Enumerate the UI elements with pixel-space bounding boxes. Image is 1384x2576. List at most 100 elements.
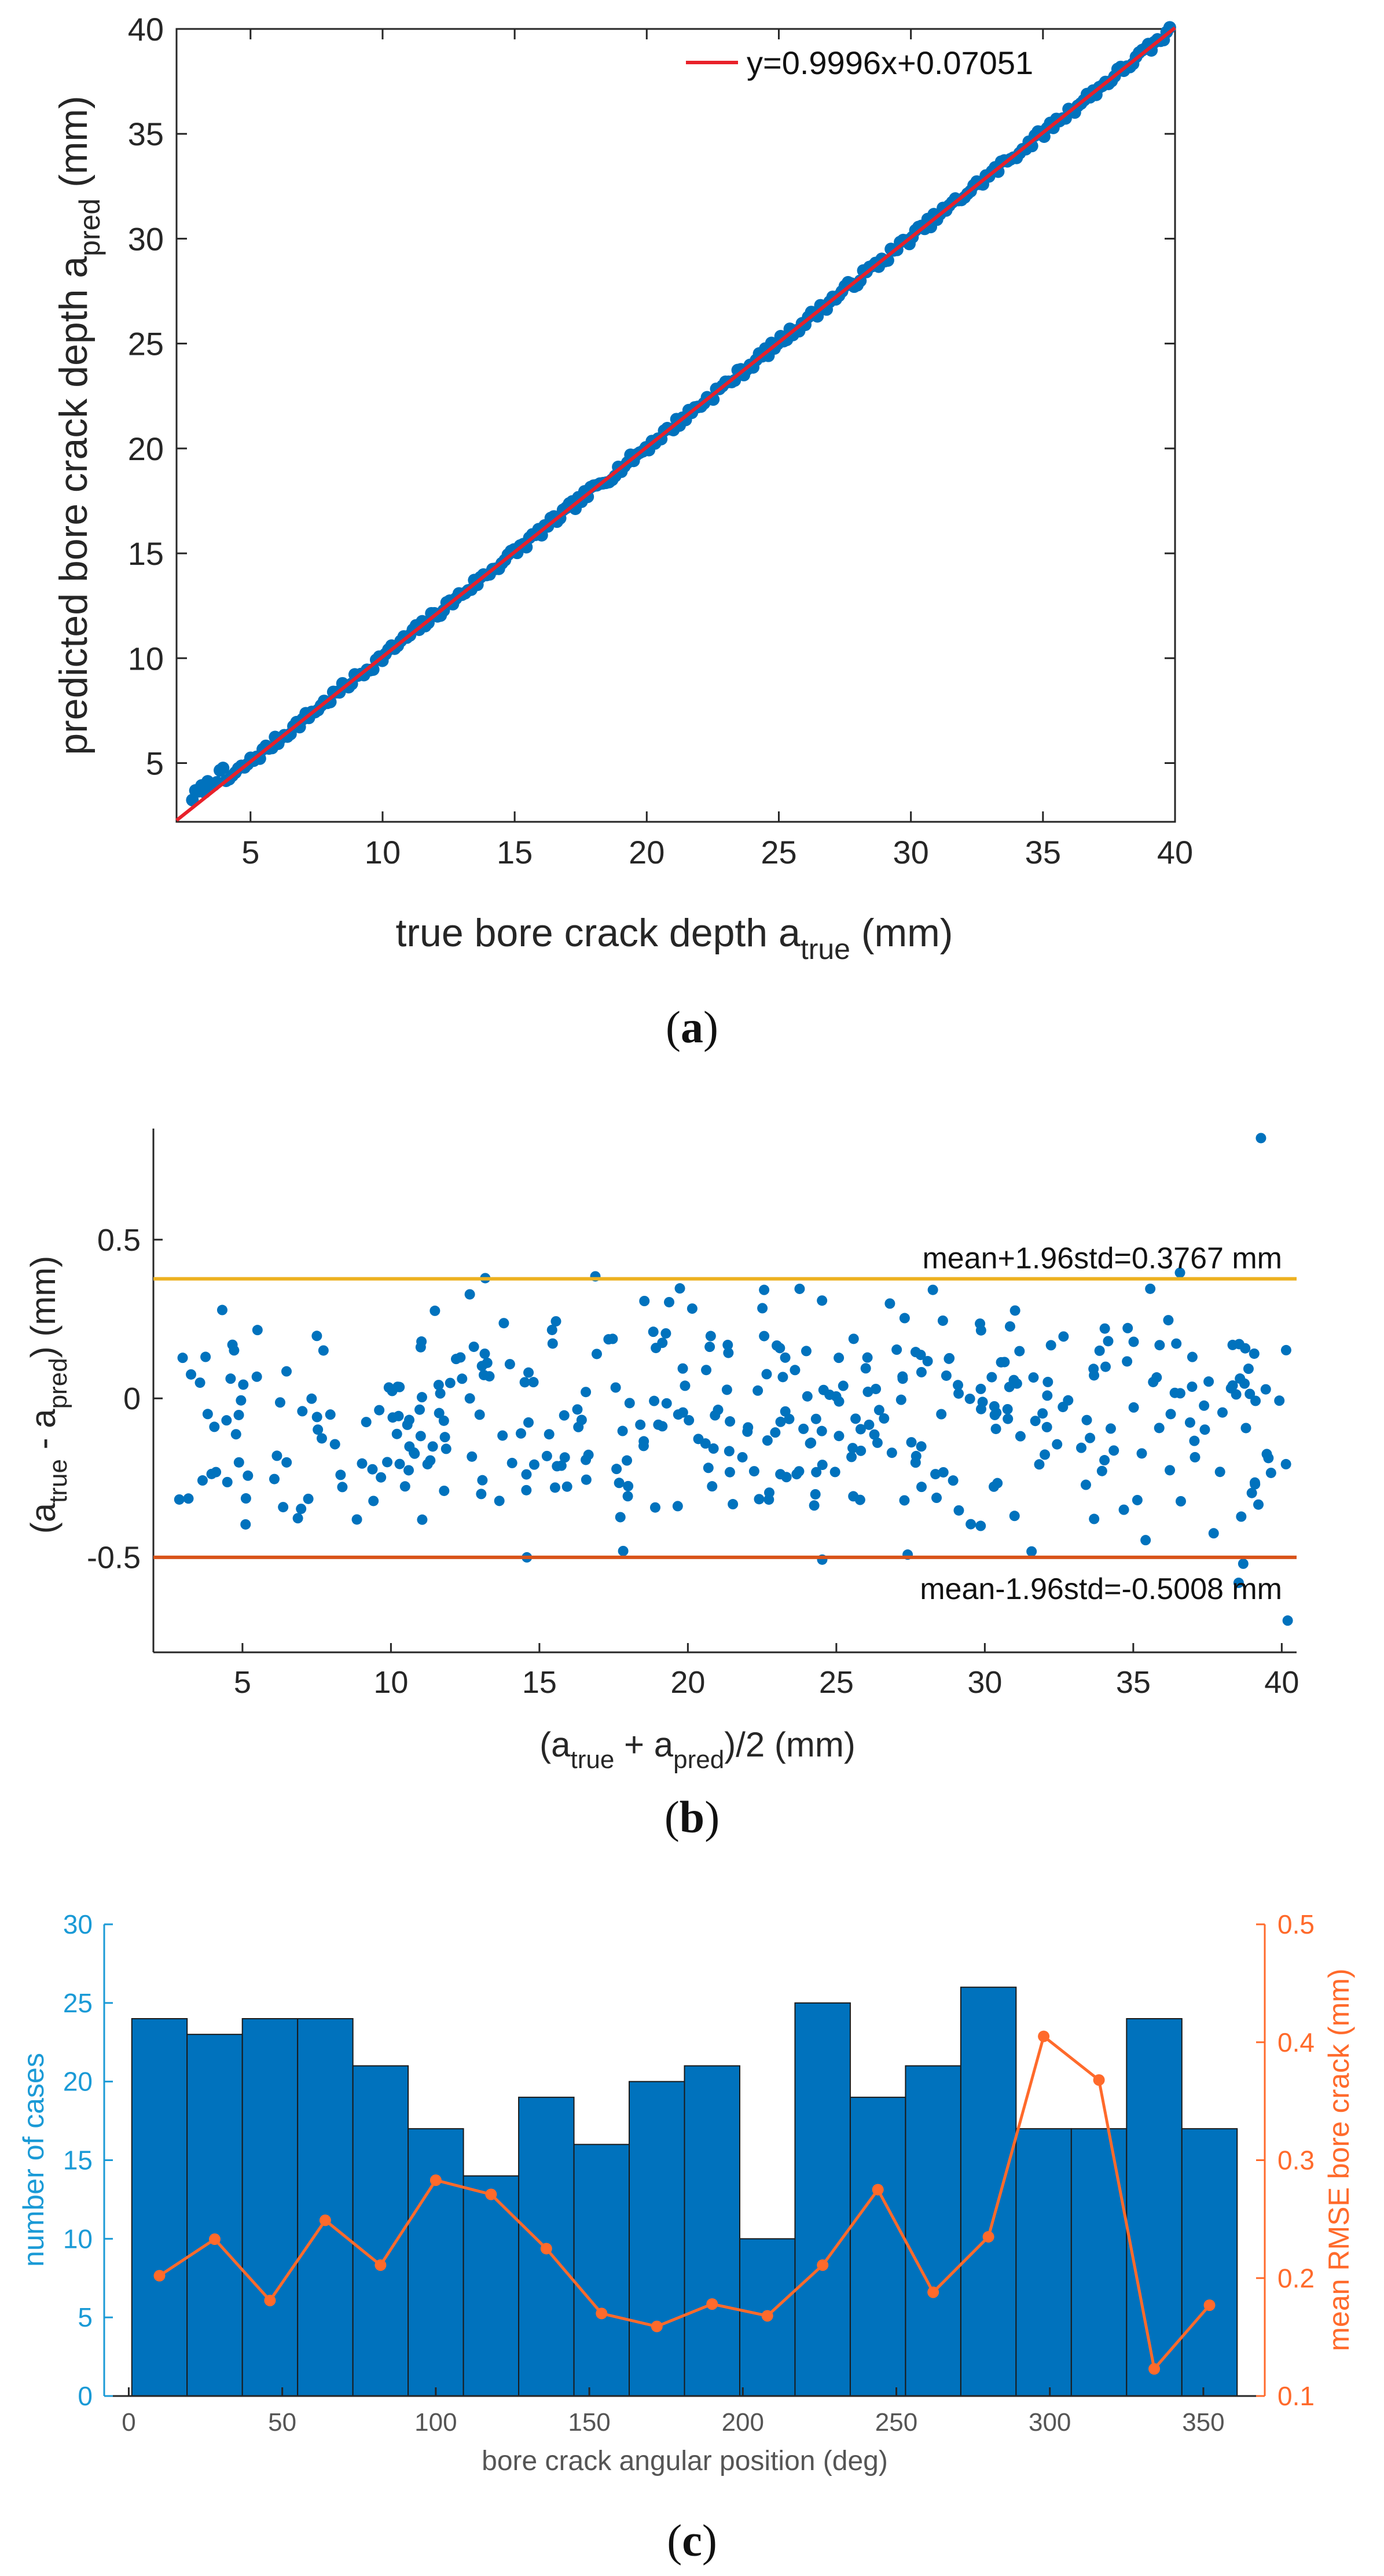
data-point	[229, 1345, 240, 1356]
data-point	[374, 1405, 385, 1416]
x-tick-label: 25	[761, 834, 796, 870]
data-point	[1239, 1378, 1250, 1389]
data-point	[1253, 1499, 1264, 1510]
y-axis-label: (atrue - apred) (mm)	[24, 1256, 72, 1534]
data-point	[944, 1353, 955, 1364]
data-point	[975, 1520, 986, 1531]
data-point	[975, 1403, 986, 1414]
data-point	[1203, 1376, 1214, 1387]
rmse-point	[153, 2270, 166, 2282]
data-point	[1003, 1413, 1014, 1424]
data-point	[1265, 1467, 1276, 1478]
data-point	[1052, 1439, 1063, 1450]
data-point	[990, 1423, 1001, 1434]
data-point	[318, 1345, 329, 1356]
rmse-point	[982, 2230, 994, 2243]
x-axis-label-subscript-pred: pred	[673, 1745, 724, 1774]
x-tick-label: 30	[893, 834, 929, 870]
axes-box	[175, 28, 1176, 823]
data-point	[528, 1377, 539, 1388]
data-point	[498, 1318, 509, 1329]
data-point	[1002, 1403, 1013, 1414]
histogram-bar	[297, 2018, 354, 2397]
rmse-point	[264, 2294, 276, 2306]
data-point	[648, 1326, 659, 1337]
data-point	[801, 1346, 812, 1357]
data-point	[361, 1417, 372, 1428]
data-point	[657, 1337, 668, 1348]
data-point	[906, 1437, 917, 1448]
y-axis-label: predicted bore crack depth apred (mm)	[52, 95, 106, 755]
data-point	[1037, 1408, 1048, 1419]
data-point	[638, 1440, 649, 1451]
data-point	[846, 1451, 857, 1462]
data-point	[515, 1428, 526, 1439]
data-point	[404, 1414, 415, 1425]
data-point	[523, 1417, 534, 1428]
x-tick-label: 150	[568, 2408, 610, 2437]
data-point	[547, 1338, 558, 1349]
data-point	[996, 1357, 1007, 1368]
data-point	[856, 1445, 867, 1456]
data-point	[703, 1462, 714, 1473]
data-point	[721, 1384, 732, 1395]
data-point	[200, 1351, 211, 1362]
data-point	[1187, 1381, 1198, 1392]
data-point	[1041, 1421, 1052, 1432]
data-point	[834, 1396, 845, 1407]
x-tick-label: 10	[365, 834, 401, 870]
data-point	[649, 1502, 660, 1513]
data-point	[759, 1284, 770, 1295]
data-point	[506, 1457, 517, 1468]
x-tick-label: 10	[373, 1665, 408, 1700]
data-point	[1171, 1338, 1182, 1349]
x-axis-label-subscript: true	[801, 933, 850, 965]
x-tick-label: 100	[414, 2408, 457, 2437]
data-point	[847, 1443, 858, 1454]
data-point	[238, 1379, 249, 1390]
data-point	[790, 1365, 801, 1376]
data-point	[1099, 1323, 1110, 1334]
data-point	[762, 1435, 773, 1446]
data-point	[1163, 1315, 1174, 1326]
data-point	[225, 1373, 236, 1384]
data-point	[848, 1333, 859, 1344]
data-point	[1233, 1577, 1244, 1588]
data-point	[910, 1457, 921, 1468]
data-point	[468, 1342, 479, 1353]
data-point	[809, 1500, 820, 1511]
data-point	[936, 1409, 947, 1420]
data-point	[1260, 1384, 1271, 1395]
histogram-bar	[1126, 2018, 1183, 2397]
data-point	[938, 1467, 949, 1478]
data-point	[794, 1466, 805, 1477]
data-point	[660, 1328, 671, 1339]
data-point	[211, 1467, 222, 1478]
data-point	[457, 1373, 468, 1384]
data-point	[1026, 1546, 1037, 1557]
rmse-point	[375, 2259, 387, 2271]
data-point	[622, 1455, 633, 1466]
data-point	[802, 1391, 813, 1402]
right-y-tick-label: 0.2	[1277, 2263, 1315, 2293]
x-axis-label-subscript-true: true	[571, 1745, 615, 1774]
data-point	[581, 1454, 592, 1465]
data-point	[1199, 1400, 1210, 1411]
data-point	[351, 1514, 362, 1525]
data-point	[992, 165, 1005, 178]
upper-limit-label: mean+1.96std=0.3767 mm	[922, 1242, 1282, 1276]
data-point	[784, 1413, 795, 1424]
data-point	[657, 1421, 668, 1432]
rmse-point	[429, 2174, 442, 2187]
data-point	[763, 1494, 774, 1505]
x-tick-label: 350	[1182, 2408, 1224, 2437]
x-axis-label-open: (a	[539, 1725, 571, 1764]
data-point	[233, 1457, 244, 1468]
data-point	[174, 1494, 185, 1505]
x-tick-label: 40	[1264, 1665, 1299, 1700]
data-point	[757, 1303, 768, 1314]
data-point	[722, 1339, 733, 1350]
data-point	[1103, 1336, 1114, 1347]
data-point	[183, 1493, 194, 1504]
x-axis-label: bore crack angular position (deg)	[482, 2446, 888, 2476]
